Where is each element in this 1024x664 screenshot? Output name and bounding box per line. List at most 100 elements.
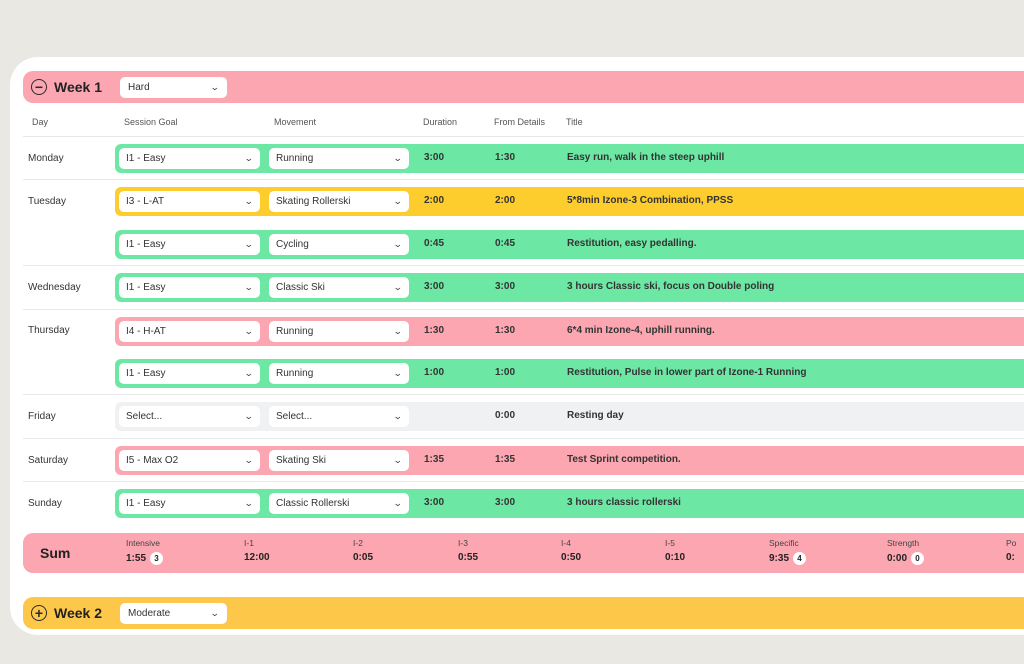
session-row[interactable]: I1 - Easy ⌄ Cycling ⌄ 0:45 0:45 Restitutio…	[115, 230, 1024, 259]
row-divider	[23, 136, 1024, 137]
session-row[interactable]: I4 - H-AT ⌄ Running ⌄ 1:30 1:30 6*4 min Iz…	[115, 317, 1024, 346]
sum-item-po: Po 0:	[1006, 538, 1016, 563]
expand-week-icon[interactable]: +	[31, 605, 47, 621]
session-title[interactable]: 3 hours Classic ski, focus on Double pol…	[567, 281, 775, 292]
row-divider	[23, 394, 1024, 395]
sum-label: I-5	[665, 538, 675, 548]
duration-value: 1:30	[424, 325, 445, 336]
session-row[interactable]: I1 - Easy ⌄ Classic Ski ⌄ 3:00 3:00 3 hour…	[115, 273, 1024, 302]
session-row[interactable]: I3 - L-AT ⌄ Skating Rollerski ⌄ 2:00 2:00 …	[115, 187, 1024, 216]
from-details-value: 3:00	[495, 497, 516, 508]
sum-value: 0:50	[561, 552, 582, 563]
session-goal-value: I1 - Easy	[126, 239, 166, 250]
movement-select[interactable]: Classic Ski ⌄	[269, 277, 409, 298]
sum-item-i1: I-1 12:00	[244, 538, 270, 563]
movement-select[interactable]: Skating Ski ⌄	[269, 450, 409, 471]
chevron-down-icon: ⌄	[244, 239, 255, 249]
session-title[interactable]: 3 hours classic rollerski	[567, 497, 681, 508]
session-goal-select[interactable]: I4 - H-AT ⌄	[119, 321, 260, 342]
session-title[interactable]: 5*8min Izone-3 Combination, PPSS	[567, 195, 734, 206]
week-intensity-select[interactable]: Hard ⌄	[120, 76, 227, 98]
session-row[interactable]: I5 - Max O2 ⌄ Skating Ski ⌄ 1:35 1:35 Test…	[115, 446, 1024, 475]
duration-value: 3:00	[424, 497, 445, 508]
week-intensity-value: Moderate	[128, 607, 171, 619]
collapse-week-icon[interactable]: −	[31, 79, 47, 95]
chevron-down-icon: ⌄	[244, 455, 255, 465]
session-title[interactable]: Resting day	[567, 410, 624, 421]
session-title[interactable]: Easy run, walk in the steep uphill	[567, 152, 725, 163]
session-title[interactable]: 6*4 min Izone-4, uphill running.	[567, 325, 715, 336]
chevron-down-icon: ⌄	[393, 196, 404, 206]
sum-item-i3: I-3 0:55	[458, 538, 478, 563]
movement-value: Cycling	[276, 239, 309, 250]
duration-value: 2:00	[424, 195, 445, 206]
session-goal-select[interactable]: I1 - Easy ⌄	[119, 234, 260, 255]
sum-label: I-2	[353, 538, 363, 548]
movement-select[interactable]: Skating Rollerski ⌄	[269, 191, 409, 212]
movement-value: Classic Rollerski	[276, 498, 350, 509]
session-row[interactable]: I1 - Easy ⌄ Classic Rollerski ⌄ 3:00 3:00 …	[115, 489, 1024, 518]
from-details-value: 1:30	[495, 325, 516, 336]
week-intensity-select[interactable]: Moderate ⌄	[120, 602, 227, 624]
session-row[interactable]: Select... ⌄ Select... ⌄ 0:00 Resting day	[115, 402, 1024, 431]
chevron-down-icon: ⌄	[210, 607, 221, 618]
duration-value: 1:35	[424, 454, 445, 465]
session-goal-select[interactable]: I3 - L-AT ⌄	[119, 191, 260, 212]
sum-label: I-3	[458, 538, 468, 548]
count-badge: 0	[911, 552, 925, 565]
duration-value: 3:00	[424, 281, 445, 292]
sum-label: Specific	[769, 538, 799, 548]
movement-value: Classic Ski	[276, 282, 325, 293]
day-label-wednesday: Wednesday	[28, 282, 81, 293]
session-title[interactable]: Test Sprint competition.	[567, 454, 681, 465]
count-badge: 4	[793, 552, 807, 565]
chevron-down-icon: ⌄	[393, 368, 404, 378]
movement-select[interactable]: Running ⌄	[269, 321, 409, 342]
day-label-saturday: Saturday	[28, 455, 69, 466]
chevron-down-icon: ⌄	[244, 153, 255, 163]
row-divider	[23, 438, 1024, 439]
sum-value: 1:55	[126, 553, 147, 564]
duration-value: 1:00	[424, 367, 445, 378]
chevron-down-icon: ⌄	[244, 196, 255, 206]
session-title[interactable]: Restitution, easy pedalling.	[567, 238, 697, 249]
from-details-value: 2:00	[495, 195, 516, 206]
chevron-down-icon: ⌄	[244, 368, 255, 378]
day-label-sunday: Sunday	[28, 498, 62, 509]
session-goal-select[interactable]: I5 - Max O2 ⌄	[119, 450, 260, 471]
column-header-session-goal: Session Goal	[124, 117, 178, 127]
movement-value: Skating Rollerski	[276, 196, 351, 207]
session-goal-value: Select...	[126, 411, 163, 422]
chevron-down-icon: ⌄	[244, 326, 255, 336]
session-goal-value: I1 - Easy	[126, 498, 166, 509]
movement-select[interactable]: Classic Rollerski ⌄	[269, 493, 409, 514]
day-label-friday: Friday	[28, 411, 56, 422]
chevron-down-icon: ⌄	[393, 326, 404, 336]
chevron-down-icon: ⌄	[393, 239, 404, 249]
week-title: Week 1	[54, 79, 102, 95]
session-row[interactable]: I1 - Easy ⌄ Running ⌄ 1:00 1:00 Restitutio…	[115, 359, 1024, 388]
session-goal-select[interactable]: I1 - Easy ⌄	[119, 493, 260, 514]
sum-value: 0:10	[665, 552, 686, 563]
movement-select[interactable]: Running ⌄	[269, 148, 409, 169]
session-title[interactable]: Restitution, Pulse in lower part of Izon…	[567, 367, 807, 378]
session-goal-select[interactable]: I1 - Easy ⌄	[119, 148, 260, 169]
row-divider	[23, 179, 1024, 180]
session-goal-value: I4 - H-AT	[126, 326, 166, 337]
week-intensity-value: Hard	[128, 81, 150, 93]
movement-value: Running	[276, 153, 314, 164]
from-details-value: 1:00	[495, 367, 516, 378]
session-goal-select[interactable]: I1 - Easy ⌄	[119, 363, 260, 384]
session-goal-select[interactable]: I1 - Easy ⌄	[119, 277, 260, 298]
session-goal-value: I1 - Easy	[126, 282, 166, 293]
movement-select[interactable]: Running ⌄	[269, 363, 409, 384]
column-header-movement: Movement	[274, 117, 317, 127]
session-goal-select[interactable]: Select... ⌄	[119, 406, 260, 427]
row-divider	[23, 265, 1024, 266]
session-goal-value: I1 - Easy	[126, 368, 166, 379]
sum-item-i2: I-2 0:05	[353, 538, 373, 563]
movement-select[interactable]: Select... ⌄	[269, 406, 409, 427]
sum-label: I-1	[244, 538, 254, 548]
movement-select[interactable]: Cycling ⌄	[269, 234, 409, 255]
session-row[interactable]: I1 - Easy ⌄ Running ⌄ 3:00 1:30 Easy run, …	[115, 144, 1024, 173]
